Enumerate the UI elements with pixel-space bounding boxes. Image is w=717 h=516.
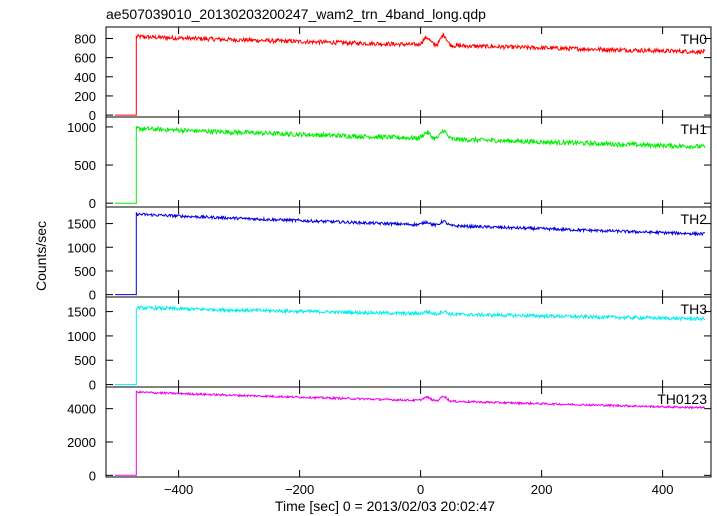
y-tick-label: 4000 (67, 402, 96, 417)
panel-th3: 0 500 1000 1500 TH3 (67, 296, 712, 393)
panel-frame (105, 206, 712, 298)
y-tick-label: 400 (74, 70, 96, 85)
y-tick-label: 500 (74, 264, 96, 279)
panel-frame (105, 296, 712, 388)
series-line-th1 (115, 125, 706, 204)
x-tick-label: 0 (417, 482, 424, 497)
x-tick-label: −400 (164, 482, 193, 497)
panel-th1: 0 500 1000 TH1 (67, 116, 712, 211)
panel-th0123: 0 2000 4000 TH0123 (67, 386, 712, 483)
chart-title: ae507039010_20130203200247_wam2_trn_4ban… (106, 6, 486, 22)
y-tick-label: 800 (74, 31, 96, 46)
series-line-th0 (115, 32, 706, 116)
x-tick-labels: −400 −200 0 200 400 (164, 482, 673, 497)
panel-label-th2: TH2 (681, 211, 708, 227)
y-tick-label: 2000 (67, 435, 96, 450)
y-tick-label: 0 (89, 378, 96, 393)
x-tick-label: 200 (531, 482, 553, 497)
series-line-th3 (115, 304, 706, 386)
panel-th0: 0 200 400 600 800 TH0 (74, 26, 712, 123)
y-axis-label: Counts/sec (33, 221, 49, 291)
y-tick-label: 1500 (67, 217, 96, 232)
y-tick-label: 1000 (67, 120, 96, 135)
y-tick-label: 600 (74, 51, 96, 66)
y-tick-label: 1000 (67, 240, 96, 255)
x-tick-label: −200 (285, 482, 314, 497)
series-line-th0123 (115, 390, 706, 476)
x-axis-label: Time [sec] 0 = 2013/02/03 20:02:47 (275, 498, 495, 514)
panel-label-th0123: TH0123 (657, 391, 707, 407)
y-tick-label: 1000 (67, 329, 96, 344)
panel-label-th3: TH3 (681, 301, 708, 317)
panel-label-th1: TH1 (681, 121, 708, 137)
series-line-th2 (115, 212, 706, 296)
y-tick-label: 500 (74, 158, 96, 173)
panel-label-th0: TH0 (681, 31, 708, 47)
y-tick-label: 0 (89, 108, 96, 123)
x-tick-label: 400 (652, 482, 674, 497)
panels-group: 0 200 400 600 800 TH0 0 500 1000 TH1 0 500 1000 1500 T… (67, 26, 712, 483)
y-tick-label: 500 (74, 353, 96, 368)
y-tick-label: 0 (89, 196, 96, 211)
y-tick-label: 0 (89, 288, 96, 303)
panel-th2: 0 500 1000 1500 TH2 (67, 206, 712, 303)
y-tick-label: 0 (89, 468, 96, 483)
panel-frame (105, 386, 712, 478)
y-tick-label: 1500 (67, 305, 96, 320)
y-tick-label: 200 (74, 89, 96, 104)
